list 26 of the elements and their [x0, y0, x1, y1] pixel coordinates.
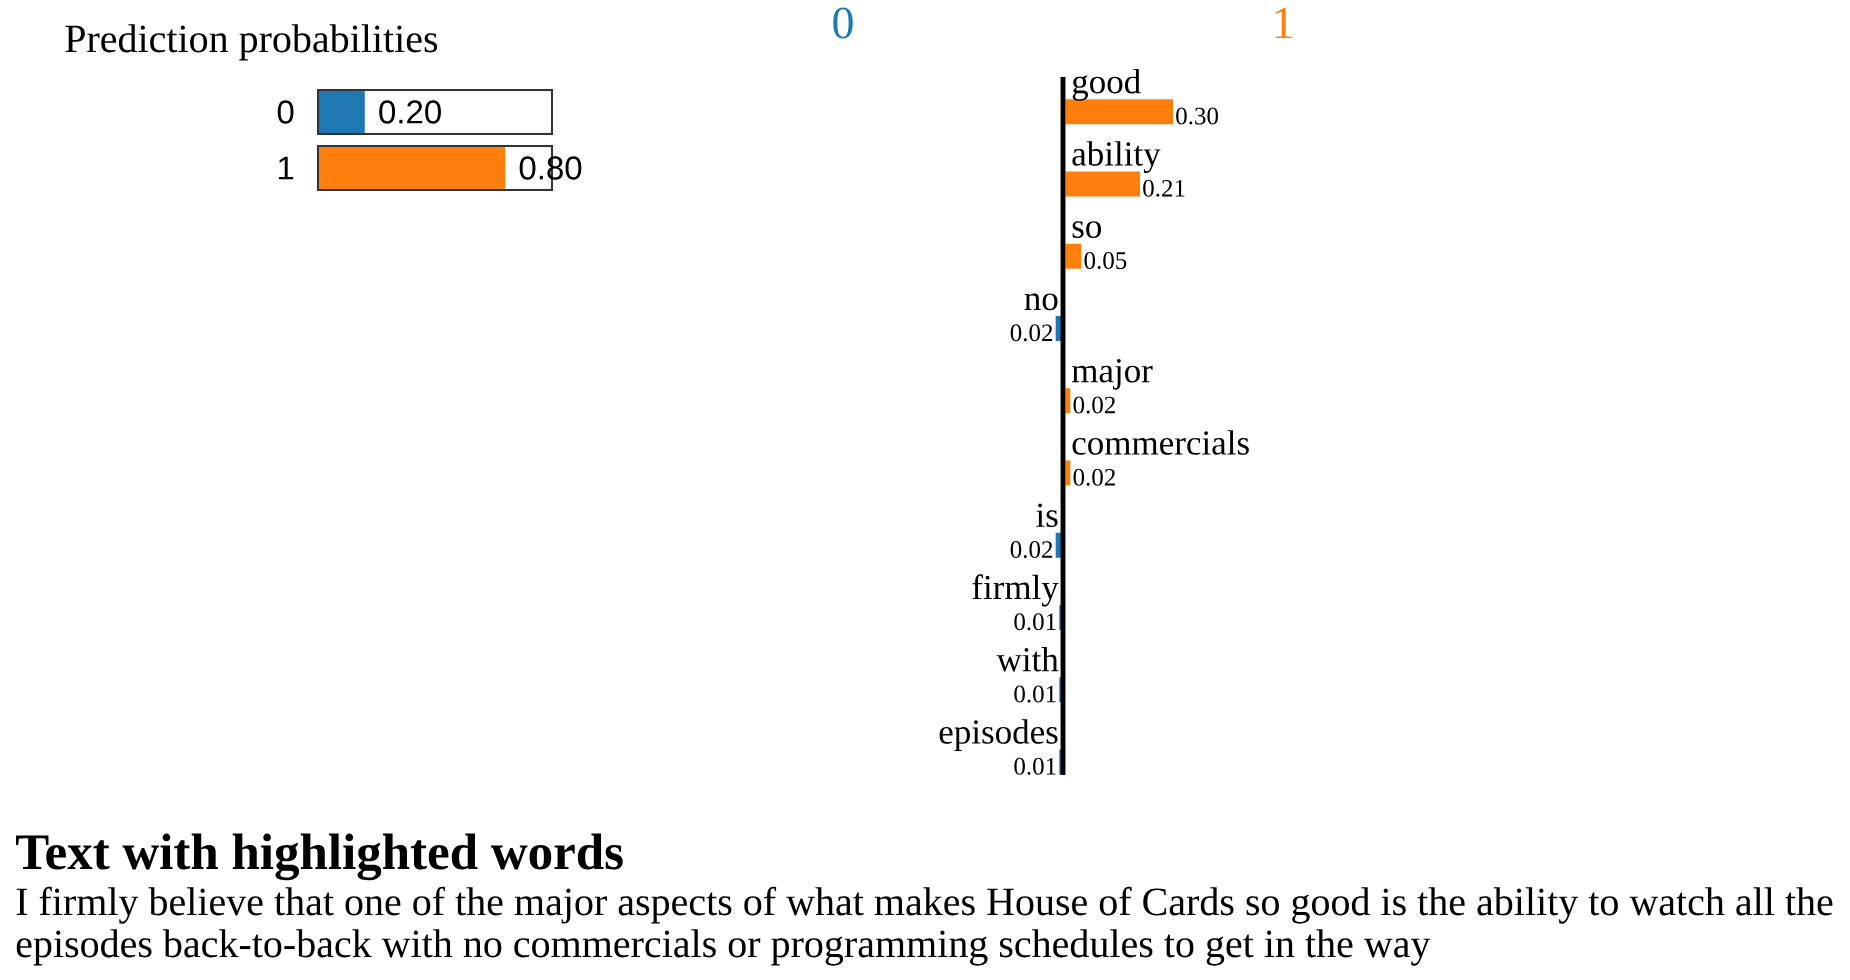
y-tick-label: firmly — [972, 574, 1059, 607]
text: 0 — [833, 7, 853, 39]
data-label: 0.02 — [1073, 468, 1115, 486]
y-tick-label: ability — [1072, 141, 1161, 173]
data-label: 0.01 — [1014, 757, 1056, 775]
chart-title: Prediction probabilities — [65, 24, 438, 61]
data-label: 0.05 — [1084, 252, 1127, 270]
y-tick-label: with — [996, 646, 1059, 672]
data-label: 0.01 — [1014, 685, 1056, 703]
y-tick-label: no — [1024, 293, 1058, 311]
text: 1 — [1275, 7, 1292, 38]
y-tick-label: is — [1036, 503, 1058, 528]
y-tick-label: episodes — [939, 719, 1058, 751]
data-label: 0.02 — [1010, 324, 1053, 342]
data-label: 0.02 — [1010, 541, 1053, 559]
y-tick-label: commercials — [1072, 430, 1249, 455]
data-label: 0.02 — [1073, 396, 1115, 414]
data-label: 0.21 — [1143, 179, 1185, 197]
data-label: 0.30 — [1176, 107, 1218, 125]
y-tick-label: so — [1072, 221, 1101, 239]
y-tick-label: major — [1071, 359, 1153, 390]
text: I firmly believe that one of the major aspects of what makes House of Cards so good is the ability to watch all the episodes back-to-back with no commercials or programming schedules to get in the way — [16, 886, 1833, 966]
y-tick-label: good — [1072, 68, 1141, 101]
text: Text with highlighted words — [16, 833, 623, 881]
data-label: 0.01 — [1014, 613, 1056, 631]
data-label: 0.20 — [379, 100, 441, 124]
